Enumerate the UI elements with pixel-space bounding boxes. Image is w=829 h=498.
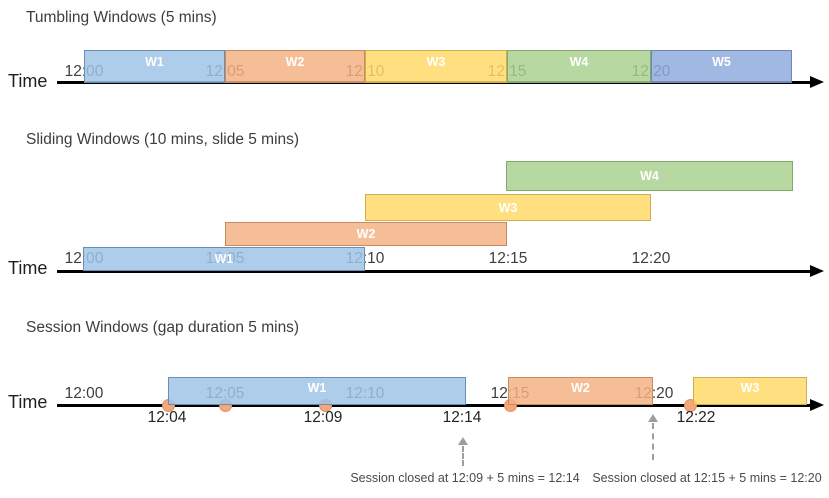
sliding-window-w2: W2 (225, 222, 507, 246)
window-label: W4 (569, 55, 589, 69)
session-closed-annotation: Session closed at 12:09 + 5 mins = 12:14 (350, 471, 580, 485)
session-section-title: Session Windows (gap duration 5 mins) (26, 319, 300, 336)
tumbling-window-w5: W5 (651, 50, 792, 83)
sliding-window-w3: W3 (365, 194, 651, 221)
session-time-axis (57, 404, 812, 407)
tumbling-window-w4: W4 (507, 50, 651, 83)
dashed-arrow-line (652, 423, 654, 460)
event-time-label: 12:22 (676, 409, 716, 426)
tumbling-window-w1: W1 (84, 50, 225, 83)
sliding-window-w4: W4 (506, 161, 793, 191)
session-window-w3: W3 (693, 377, 807, 405)
window-label: W4 (640, 169, 659, 183)
session-time-axis-label: Time (8, 392, 48, 412)
window-label: W1 (214, 252, 234, 266)
sliding-section-title: Sliding Windows (10 mins, slide 5 mins) (26, 131, 300, 148)
window-label: W2 (285, 55, 305, 69)
window-label: W1 (145, 55, 164, 69)
tumbling-window-w2: W2 (225, 50, 365, 83)
dashed-arrow-line (462, 446, 464, 466)
tumbling-axis-arrow-icon (810, 76, 824, 88)
sliding-time-axis-label: Time (8, 258, 48, 278)
window-label: W3 (740, 381, 760, 395)
sliding-axis-arrow-icon (810, 265, 824, 277)
event-time-label: 12:04 (147, 409, 187, 426)
tumbling-section-title: Tumbling Windows (5 mins) (26, 9, 217, 26)
window-label: W3 (426, 55, 446, 69)
window-label: W2 (571, 381, 590, 395)
sliding-time-axis (57, 270, 812, 273)
session-closed-annotation: Session closed at 12:15 + 5 mins = 12:20 (592, 471, 822, 485)
event-time-label: 12:14 (442, 409, 482, 426)
window-label: W5 (712, 55, 731, 69)
sliding-window-w1: W1 (83, 247, 365, 271)
session-window-w1: W1 (168, 377, 466, 405)
sliding-tick: 12:20 (631, 250, 671, 267)
tumbling-window-w3: W3 (365, 50, 507, 83)
session-window-w2: W2 (508, 377, 653, 405)
session-axis-arrow-icon (810, 399, 824, 411)
window-label: W3 (498, 200, 518, 215)
event-time-label: 12:09 (303, 409, 343, 426)
tumbling-time-axis-label: Time (8, 71, 48, 91)
dashed-up-arrow-icon (458, 437, 468, 445)
dashed-up-arrow-icon (648, 414, 658, 422)
session-tick: 12:00 (64, 385, 104, 402)
window-label: W1 (307, 381, 327, 395)
sliding-tick: 12:15 (488, 250, 528, 267)
window-label: W2 (356, 227, 376, 241)
